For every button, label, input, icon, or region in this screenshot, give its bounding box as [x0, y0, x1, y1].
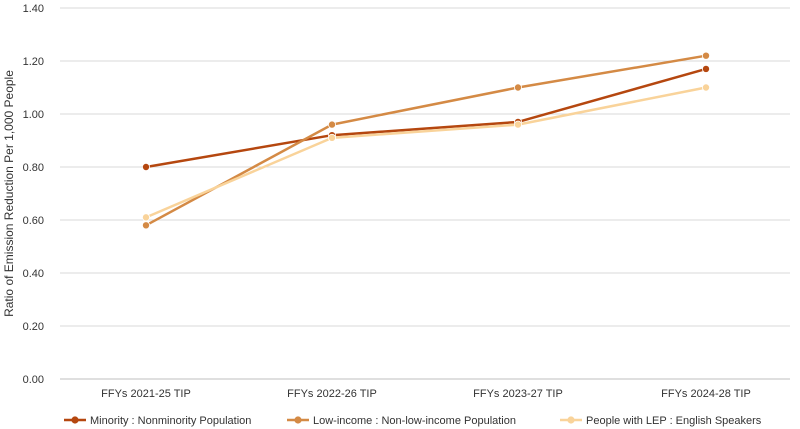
x-axis-ticks: FFYs 2021-25 TIP FFYs 2022-26 TIP FFYs 202…	[101, 388, 751, 400]
series-line	[145, 86, 707, 219]
data-point	[141, 162, 150, 171]
y-tick-label: 0.80	[23, 162, 44, 174]
series-line	[145, 54, 707, 227]
series-2	[141, 51, 711, 230]
y-axis-ticks: 0.00 0.20 0.40 0.60 0.80 1.00 1.20 1.40	[23, 3, 44, 386]
x-tick-label: FFYs 2022-26 TIP	[287, 388, 377, 400]
x-tick-label: FFYs 2024-28 TIP	[661, 388, 751, 400]
legend-label: People with LEP : English Speakers	[586, 415, 762, 427]
legend: Minority : Nonminority Population Low-inc…	[64, 415, 762, 427]
y-tick-label: 0.60	[23, 215, 44, 227]
legend-swatch-marker	[294, 416, 302, 424]
legend-label: Minority : Nonminority Population	[90, 415, 251, 427]
data-point	[141, 221, 150, 230]
data-point	[514, 83, 523, 92]
data-point	[702, 83, 711, 92]
data-point	[141, 213, 150, 222]
y-tick-label: 0.40	[23, 268, 44, 280]
legend-swatch-marker	[71, 416, 79, 424]
series-line	[145, 67, 707, 169]
series-group	[141, 51, 711, 230]
y-tick-label: 1.00	[23, 109, 44, 121]
gridlines	[60, 7, 790, 380]
legend-swatch-marker	[567, 416, 575, 424]
series-1	[141, 64, 711, 171]
x-tick-label: FFYs 2021-25 TIP	[101, 388, 191, 400]
legend-label: Low-income : Non-low-income Population	[313, 415, 516, 427]
legend-item: People with LEP : English Speakers	[560, 415, 762, 427]
x-tick-label: FFYs 2023-27 TIP	[473, 388, 563, 400]
legend-item: Minority : Nonminority Population	[64, 415, 251, 427]
series-3	[141, 83, 711, 222]
y-tick-label: 0.00	[23, 374, 44, 386]
data-point	[702, 64, 711, 73]
data-point	[327, 120, 336, 129]
y-tick-label: 1.40	[23, 3, 44, 15]
y-tick-label: 1.20	[23, 56, 44, 68]
legend-item: Low-income : Non-low-income Population	[287, 415, 516, 427]
y-axis-label: Ratio of Emission Reduction Per 1,000 Pe…	[2, 70, 16, 317]
data-point	[327, 133, 336, 142]
y-tick-label: 0.20	[23, 321, 44, 333]
data-point	[702, 51, 711, 60]
data-point	[514, 120, 523, 129]
